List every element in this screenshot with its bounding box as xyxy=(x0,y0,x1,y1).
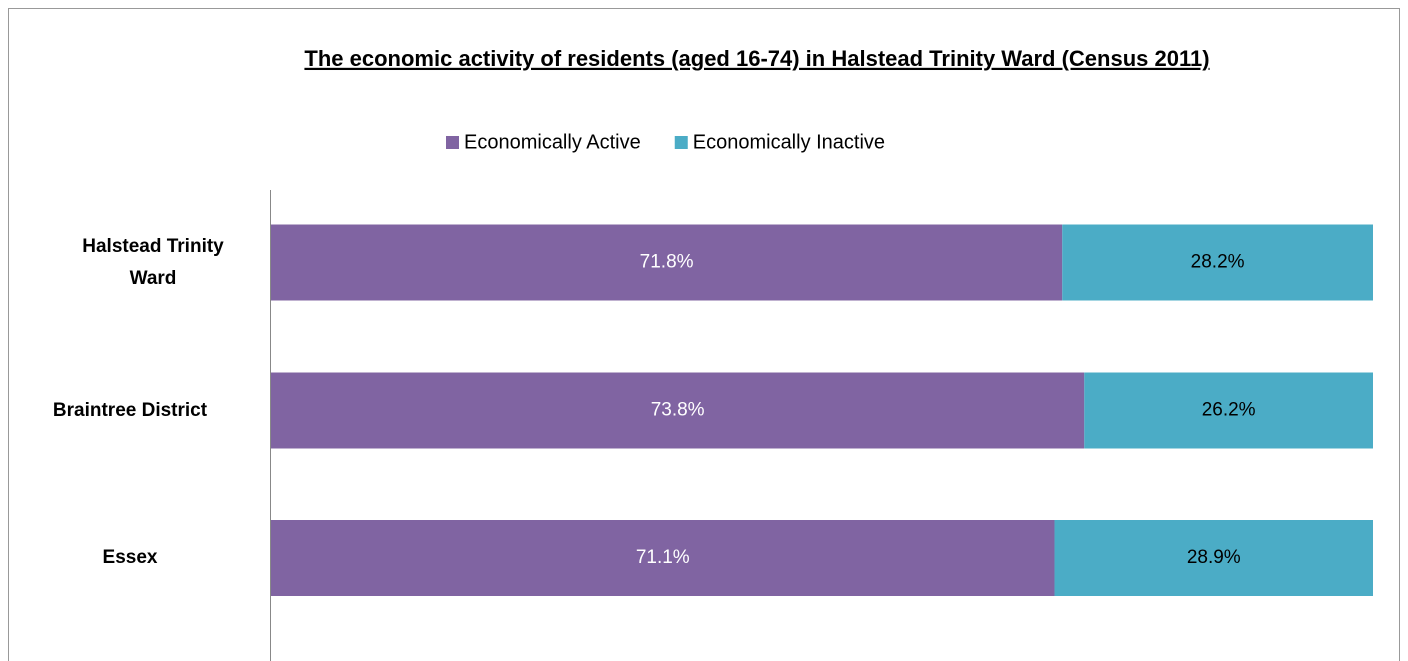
bar-segment xyxy=(1054,520,1373,596)
legend-swatch xyxy=(674,136,688,149)
data-label: 28.2% xyxy=(1191,252,1245,273)
bar-segment xyxy=(271,520,1055,596)
category-label: Essex xyxy=(102,547,158,568)
chart-title: The economic activity of residents (aged… xyxy=(304,46,1209,71)
data-label: 28.9% xyxy=(1187,547,1241,568)
bar-segment xyxy=(271,224,1063,301)
legend-label: Economically Active xyxy=(464,131,641,153)
data-label: 73.8% xyxy=(651,400,705,421)
bar-segment xyxy=(1084,372,1373,449)
category-label: Halstead Trinity Ward xyxy=(82,235,224,289)
data-label: 71.8% xyxy=(640,252,694,273)
bar-segment xyxy=(1062,224,1373,301)
data-label: 71.1% xyxy=(636,547,690,568)
category-label: Braintree District xyxy=(52,399,208,421)
chart-border xyxy=(8,8,1400,661)
data-label: 26.2% xyxy=(1202,400,1256,421)
bar-segment xyxy=(271,372,1085,449)
legend-swatch xyxy=(446,136,459,149)
legend-label: Economically Inactive xyxy=(693,131,885,153)
